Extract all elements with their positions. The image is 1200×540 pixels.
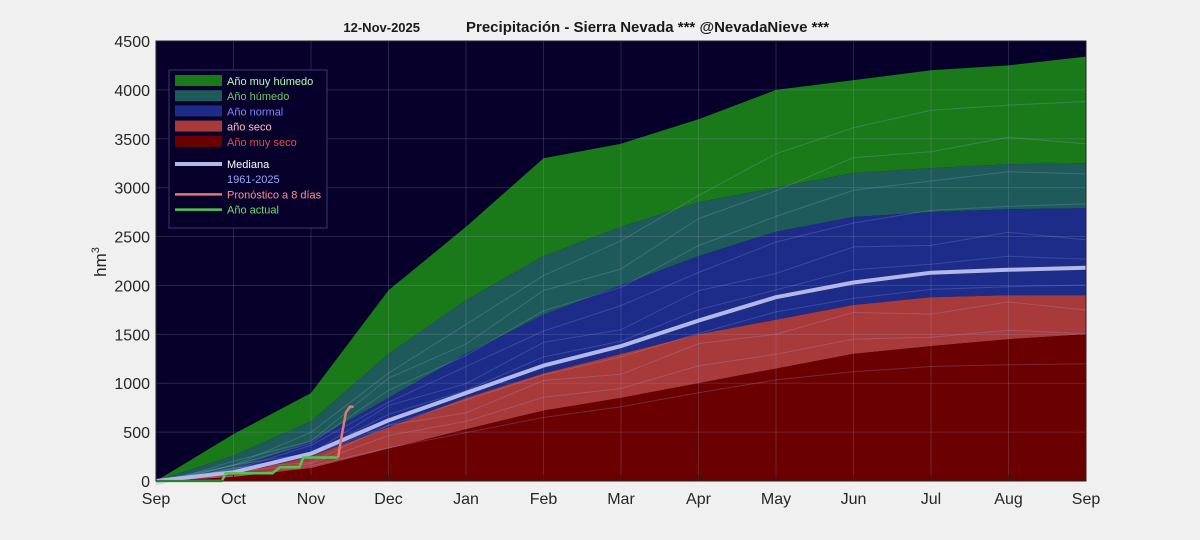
y-tick-label-3: 1500: [114, 327, 150, 344]
x-tick-label-9: Jun: [841, 491, 867, 508]
y-tick-label-1: 500: [123, 425, 150, 442]
historical-line-3: [155, 284, 1087, 482]
x-tick-label-0: Sep: [142, 491, 171, 508]
y-axis-label-base: hm: [91, 253, 110, 277]
y-tick-label-0: 0: [141, 474, 150, 491]
legend-swatch-2: [175, 105, 222, 117]
x-tick-label-2: Nov: [297, 491, 325, 508]
x-tick-label-1: Oct: [221, 491, 246, 508]
y-axis-label-superscript: 3: [90, 247, 102, 253]
legend-label-2: Año normal: [227, 106, 283, 118]
x-tick-label-12: Sep: [1072, 491, 1101, 508]
legend-swatch-3: [175, 120, 222, 132]
legend-label-9: Año actual: [227, 205, 279, 217]
historical-line-9: [155, 101, 1087, 482]
y-tick-label-2: 1000: [114, 376, 150, 393]
line-series: [155, 265, 1087, 483]
y-tick-label-7: 3500: [114, 132, 150, 149]
legend-label-1: Año húmedo: [227, 91, 289, 103]
legend: Año muy húmedo Año húmedo Año normal año se…: [168, 69, 328, 229]
legend-label-8: Pronóstico a 8 días: [227, 189, 322, 201]
x-tick-label-8: May: [761, 491, 791, 508]
x-tick-label-7: Apr: [686, 491, 712, 508]
band-4: [156, 334, 1086, 481]
historical-line-8: [155, 136, 1087, 486]
historical-line-7: [155, 171, 1087, 484]
band-0: [156, 56, 1086, 481]
y-tick-label-5: 2500: [114, 230, 150, 247]
forecast-line: [336, 405, 354, 458]
y-axis-ticks: 0 500 1000 1500 2000 2500 3000 3500 4000 4500: [114, 34, 162, 491]
band-3: [156, 295, 1086, 481]
x-tick-label-4: Jan: [453, 491, 479, 508]
y-tick-label-9: 4500: [114, 34, 150, 51]
historical-line-2: [155, 301, 1087, 486]
legend-label-0: Año muy húmedo: [227, 76, 313, 88]
historical-line-1: [155, 329, 1087, 484]
y-tick-label-8: 4000: [114, 83, 150, 100]
band-1: [156, 163, 1086, 481]
chart-title-date: 12-Nov-2025: [343, 20, 420, 35]
legend-swatch-0: [175, 75, 222, 86]
historical-line-0: [155, 363, 1087, 482]
x-tick-label-5: Feb: [530, 491, 558, 508]
y-tick-label-4: 2000: [114, 278, 150, 295]
legend-label-6: Mediana: [227, 159, 270, 171]
legend-swatch-4: [175, 135, 222, 147]
grid-lines: [156, 41, 1086, 481]
x-tick-label-10: Jul: [921, 491, 941, 508]
actual-year-line: [156, 456, 339, 483]
legend-label-7: 1961-2025: [227, 174, 280, 186]
median-line: [155, 265, 1087, 483]
legend-label-3: año seco: [227, 122, 272, 134]
y-tick-label-6: 3000: [114, 181, 150, 198]
historical-line-6: [155, 203, 1087, 482]
x-axis-ticks: Sep Oct Nov Dec Jan Feb Mar Apr May Jun Jul Aug Sep: [142, 475, 1101, 508]
x-tick-label-3: Dec: [374, 491, 402, 508]
x-tick-label-6: Mar: [607, 491, 635, 508]
legend-swatch-1: [175, 90, 222, 102]
y-axis-label: hm3: [90, 247, 110, 277]
x-tick-label-11: Aug: [994, 491, 1022, 508]
legend-label-4: Año muy seco: [227, 137, 297, 149]
chart-title: Precipitación - Sierra Nevada *** @Nevad…: [466, 19, 829, 36]
